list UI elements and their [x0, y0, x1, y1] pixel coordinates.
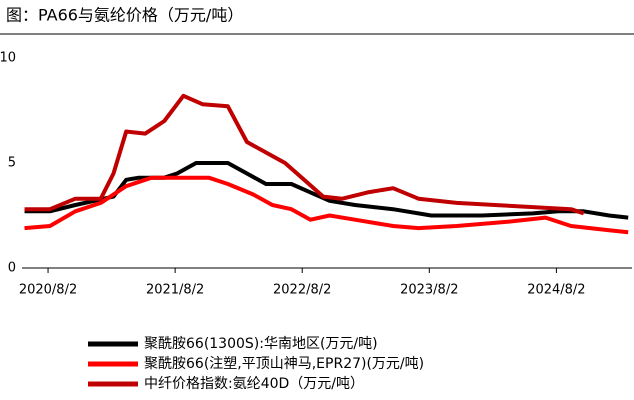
y-tick-label: 10	[0, 51, 16, 66]
x-tick-label: 2024/8/2	[527, 283, 585, 298]
x-tick-label: 2022/8/2	[273, 283, 331, 298]
x-tick-label: 2020/8/2	[19, 283, 77, 298]
chart-title: 图：PA66与氨纶价格（万元/吨）	[6, 6, 243, 25]
x-tick-label: 2021/8/2	[146, 283, 204, 298]
legend-label: 中纤价格指数:氨纶40D（万元/吨）	[144, 376, 364, 392]
y-tick-label: 0	[8, 261, 16, 276]
series-line	[24, 93, 585, 216]
y-tick-label: 5	[8, 156, 16, 171]
series-line	[24, 175, 629, 235]
legend-label: 聚酰胺66(1300S):华南地区(万元/吨)	[144, 336, 378, 352]
legend-label: 聚酰胺66(注塑,平顶山神马,EPR27)(万元/吨)	[144, 356, 424, 372]
x-tick-label: 2023/8/2	[400, 283, 458, 298]
